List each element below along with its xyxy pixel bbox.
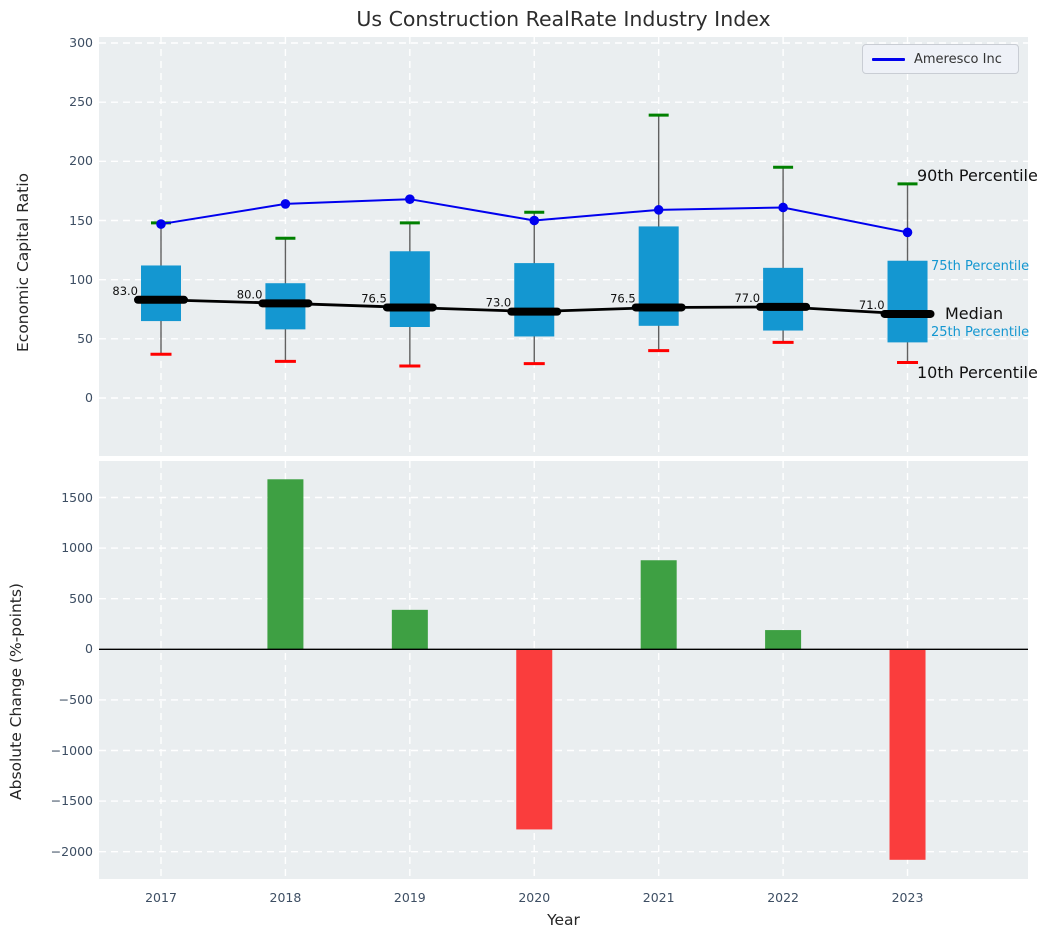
bar-positive	[640, 560, 677, 650]
box-iqr	[389, 251, 430, 328]
company-line-marker	[280, 199, 291, 209]
x-axis-label: Year	[547, 911, 580, 929]
box-iqr	[514, 263, 555, 337]
top-y-axis-label: Economic Capital Ratio	[14, 172, 32, 352]
annotation-25th-percentile: 25th Percentile	[931, 325, 1030, 340]
annotation-75th-percentile: 75th Percentile	[931, 259, 1030, 274]
x-tick-label: 2018	[269, 890, 302, 905]
x-tick-label: 2021	[642, 890, 675, 905]
top-y-tick-label: 50	[77, 330, 93, 346]
bottom-y-tick-label: 1500	[61, 489, 93, 505]
bottom-y-tick-label: −1500	[50, 793, 93, 809]
company-line-marker	[653, 205, 664, 215]
bottom-y-tick-label: 500	[69, 590, 93, 606]
x-tick-label: 2017	[145, 890, 177, 905]
legend-label: Ameresco Inc	[914, 51, 1002, 67]
bar-positive	[267, 479, 304, 650]
bottom-y-axis-label: Absolute Change (%-points)	[7, 583, 25, 800]
company-line-marker	[156, 219, 166, 229]
company-line-marker	[778, 202, 788, 213]
top-y-tick-label: 200	[69, 153, 93, 169]
top-y-tick-label: 100	[69, 271, 93, 287]
x-tick-label: 2020	[518, 890, 551, 905]
annotation-10th-percentile: 10th Percentile	[917, 363, 1038, 382]
box-iqr	[141, 265, 181, 322]
company-line-marker	[529, 215, 540, 226]
annotation-90th-percentile: 90th Percentile	[917, 166, 1038, 185]
top-y-tick-label: 300	[69, 35, 93, 50]
bar-positive	[765, 630, 802, 650]
median-value-label: 80.0	[237, 287, 263, 301]
bar-negative	[889, 649, 926, 860]
x-tick-label: 2022	[767, 890, 799, 905]
bottom-plot-background	[99, 461, 1028, 879]
bottom-y-tick-label: −2000	[50, 843, 93, 859]
top-plot-background	[99, 37, 1028, 456]
median-value-label: 76.5	[361, 291, 387, 305]
company-line-marker	[902, 227, 913, 238]
median-value-label: 71.0	[859, 298, 885, 312]
top-y-tick-label: 250	[69, 94, 93, 110]
median-value-label: 77.0	[734, 291, 760, 305]
top-y-tick-label: 150	[69, 212, 93, 228]
bar-negative	[516, 649, 553, 830]
median-value-label: 73.0	[486, 296, 512, 310]
box-iqr	[887, 260, 928, 343]
bottom-y-tick-label: −1000	[50, 742, 93, 758]
company-line-marker	[405, 194, 415, 205]
box-iqr	[763, 267, 804, 331]
bar-positive	[391, 609, 428, 650]
legend-line-sample-icon	[872, 57, 905, 61]
legend: Ameresco Inc	[862, 44, 1019, 74]
median-value-label: 76.5	[610, 291, 636, 305]
top-y-tick-label: 0	[85, 390, 93, 405]
chart-title: Us Construction RealRate Industry Index	[356, 7, 771, 31]
median-value-label: 83.0	[112, 284, 138, 298]
x-tick-label: 2019	[393, 890, 426, 905]
annotation-median: Median	[945, 304, 1004, 323]
x-tick-label: 2023	[891, 890, 924, 905]
bottom-y-tick-label: 0	[85, 641, 93, 657]
bottom-y-tick-label: −500	[58, 691, 93, 707]
bottom-y-tick-label: 1000	[61, 540, 93, 556]
